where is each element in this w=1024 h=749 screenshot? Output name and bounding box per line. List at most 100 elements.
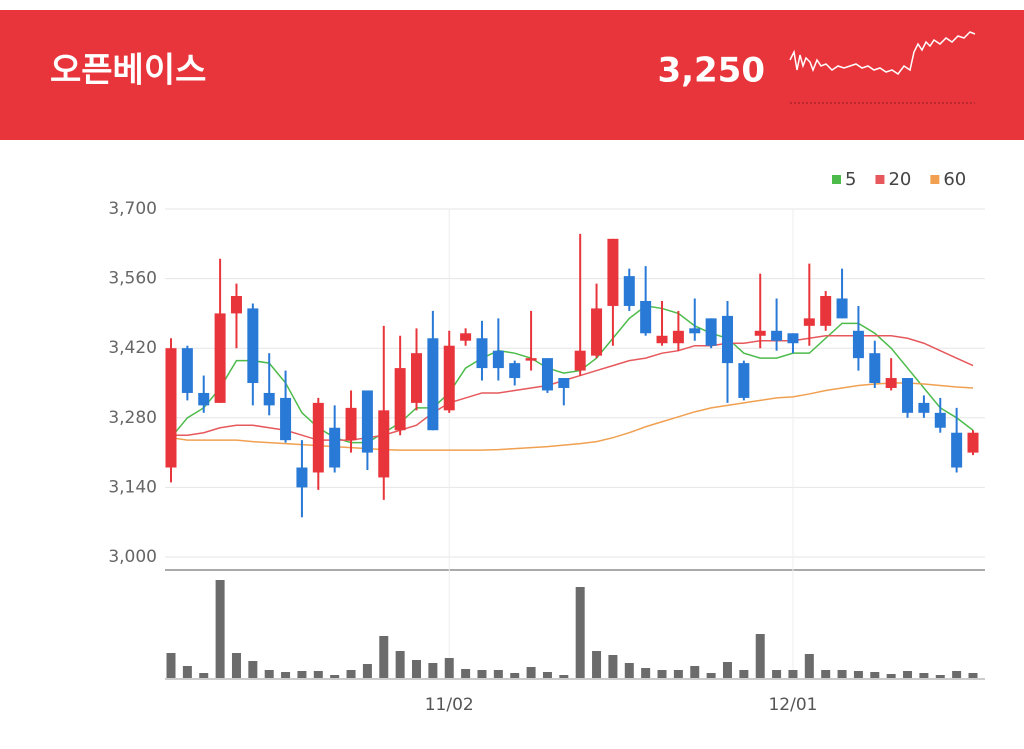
volume-bar <box>313 671 323 678</box>
volume-bar <box>804 654 814 678</box>
candle-body <box>836 298 848 319</box>
candle-body <box>263 392 275 406</box>
candle-body <box>558 378 570 388</box>
volume-bar <box>739 670 749 678</box>
volume-bar <box>559 675 569 678</box>
candle-body <box>967 432 979 453</box>
y-tick-label: 3,280 <box>108 408 157 428</box>
x-tick-label: 11/02 <box>425 695 474 715</box>
candle-body <box>492 350 504 369</box>
volume-bar <box>886 674 896 678</box>
volume-bar <box>461 669 471 678</box>
volume-bar <box>477 670 487 678</box>
candle-body <box>689 328 701 334</box>
candle-body <box>951 432 963 468</box>
candle-body <box>918 402 930 413</box>
volume-bar <box>608 655 618 678</box>
volume-bar <box>542 672 552 678</box>
candle-body <box>394 368 406 431</box>
y-tick-label: 3,000 <box>108 547 157 567</box>
volume-bar <box>412 660 422 678</box>
legend-swatch <box>875 175 885 184</box>
candle-body <box>247 308 259 383</box>
candle-body <box>934 412 946 428</box>
volume-bar <box>182 666 192 678</box>
candle-body <box>230 296 242 314</box>
volume-bar <box>919 673 929 678</box>
x-tick-label: 12/01 <box>768 695 817 715</box>
candle-body <box>411 353 423 403</box>
moving-average-line <box>171 335 974 441</box>
candle-body <box>329 427 341 468</box>
volume-bar <box>870 672 880 678</box>
candle-body <box>623 276 635 306</box>
moving-average-line <box>170 305 974 444</box>
volume-bar <box>395 651 405 678</box>
volume-bar <box>935 675 945 678</box>
volume-bar <box>297 671 307 678</box>
candle-body <box>525 358 537 361</box>
candle-body <box>541 358 553 391</box>
candle-body <box>607 238 619 306</box>
volume-bar <box>330 675 340 678</box>
stock-name: 오픈베이스 <box>50 51 206 91</box>
moving-average-line <box>170 382 974 451</box>
candle-body <box>869 353 881 383</box>
candle-body <box>361 390 373 453</box>
volume-bar <box>493 670 503 678</box>
candle-body <box>378 410 390 478</box>
volume-bar <box>690 666 700 678</box>
candle-body <box>280 397 292 441</box>
legend-swatch <box>832 175 841 184</box>
volume-bar <box>853 671 863 678</box>
candle-body <box>214 313 226 403</box>
volume-bar <box>673 670 683 678</box>
volume-bar <box>903 671 913 678</box>
candle-body <box>198 392 210 406</box>
candle-body <box>885 378 897 388</box>
candle-body <box>460 333 472 341</box>
candle-body <box>852 330 864 359</box>
legend-label: 20 <box>888 169 911 190</box>
volume-bar <box>952 671 962 678</box>
legend-swatch <box>930 175 940 184</box>
volume-bar <box>362 664 372 678</box>
candle-body <box>181 348 193 393</box>
y-tick-label: 3,140 <box>108 477 157 497</box>
volume-bar <box>264 670 274 678</box>
candle-body <box>672 330 684 344</box>
candle-body <box>656 335 668 344</box>
candle-body <box>476 338 488 369</box>
candle-body <box>705 318 717 346</box>
candle-body <box>902 378 914 413</box>
candle-body <box>574 350 586 371</box>
volume-bar <box>772 670 782 678</box>
candle-body <box>443 345 455 411</box>
volume-bar <box>755 634 765 678</box>
volume-bar <box>722 662 732 678</box>
volume-bar <box>706 673 716 678</box>
volume-bar <box>624 663 634 678</box>
volume-bar <box>788 670 798 678</box>
volume-bar <box>641 668 651 678</box>
y-tick-label: 3,700 <box>108 199 157 219</box>
legend-label: 5 <box>845 169 856 190</box>
candle-body <box>509 363 521 379</box>
volume-bar <box>281 672 291 678</box>
y-tick-label: 3,420 <box>108 338 157 358</box>
candle-body <box>312 402 324 473</box>
volume-bar <box>231 653 241 678</box>
volume-bar <box>657 670 667 678</box>
volume-bar <box>166 653 176 678</box>
candle-body <box>721 315 733 364</box>
header-band <box>0 10 1024 140</box>
volume-bar <box>510 673 520 678</box>
volume-bar <box>592 651 602 678</box>
candle-body <box>296 467 308 488</box>
candle-body <box>771 330 783 341</box>
candle-body <box>787 333 799 344</box>
volume-bar <box>968 673 978 678</box>
volume-bar <box>575 587 585 678</box>
